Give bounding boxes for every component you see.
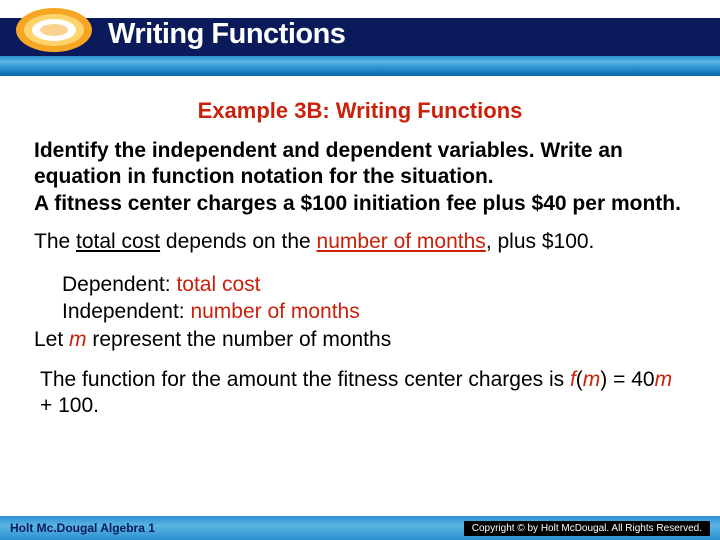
explain-line: The total cost depends on the number of …	[34, 229, 686, 255]
header-top-white	[0, 0, 720, 18]
function-line: The function for the amount the fitness …	[40, 367, 686, 420]
func-eq: = 40	[607, 368, 654, 391]
example-subhead: Example 3B: Writing Functions	[34, 98, 686, 124]
page-title: Writing Functions	[108, 18, 345, 51]
func-tail: + 100.	[40, 394, 99, 417]
explain-mid1: depends on the	[160, 230, 316, 253]
let-var: m	[69, 328, 87, 351]
func-m: m	[583, 368, 601, 391]
dependent-line: Dependent: total cost	[62, 271, 686, 298]
explain-u2: number of months	[317, 230, 486, 253]
footer-copyright: Copyright © by Holt McDougal. All Rights…	[464, 521, 710, 536]
let-pre: Let	[34, 328, 69, 351]
func-open: (	[576, 368, 583, 391]
indep-label: Independent:	[62, 300, 190, 323]
footer-left-text: Holt Mc.Dougal Algebra 1	[10, 521, 155, 535]
swirl-icon	[14, 4, 94, 54]
slide-content: Example 3B: Writing Functions Identify t…	[0, 76, 720, 419]
let-line: Let m represent the number of months	[34, 326, 686, 353]
let-post: represent the number of months	[87, 328, 392, 351]
dep-value: total cost	[176, 273, 260, 296]
explain-post1: , plus $100.	[486, 230, 595, 253]
dep-label: Dependent:	[62, 273, 176, 296]
prompt-line-2: A fitness center charges a $100 initiati…	[34, 192, 681, 215]
explain-u1: total cost	[76, 230, 160, 253]
func-pre: The function for the amount the fitness …	[40, 368, 570, 391]
slide-footer: Holt Mc.Dougal Algebra 1 Copyright © by …	[0, 516, 720, 540]
indep-value: number of months	[190, 300, 359, 323]
explain-pre1: The	[34, 230, 76, 253]
func-m2: m	[655, 368, 673, 391]
independent-line: Independent: number of months	[62, 298, 686, 325]
slide-header: Writing Functions	[0, 0, 720, 76]
prompt-line-1: Identify the independent and dependent v…	[34, 139, 623, 188]
prompt-text: Identify the independent and dependent v…	[34, 138, 686, 217]
